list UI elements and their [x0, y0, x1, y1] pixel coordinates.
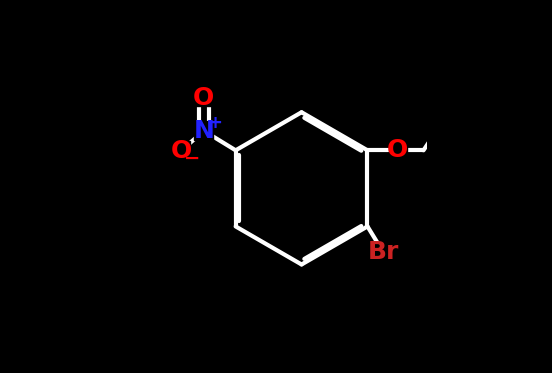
Text: O: O — [193, 86, 214, 110]
Bar — [195, 89, 213, 106]
Text: O: O — [171, 139, 192, 163]
Bar — [172, 141, 190, 160]
Text: O: O — [387, 138, 408, 162]
Text: +: + — [207, 114, 222, 132]
Bar — [371, 244, 395, 261]
Text: −: − — [184, 149, 200, 168]
Bar — [389, 142, 407, 159]
Text: Br: Br — [368, 240, 399, 264]
Text: N: N — [193, 119, 214, 143]
Bar — [194, 122, 213, 140]
